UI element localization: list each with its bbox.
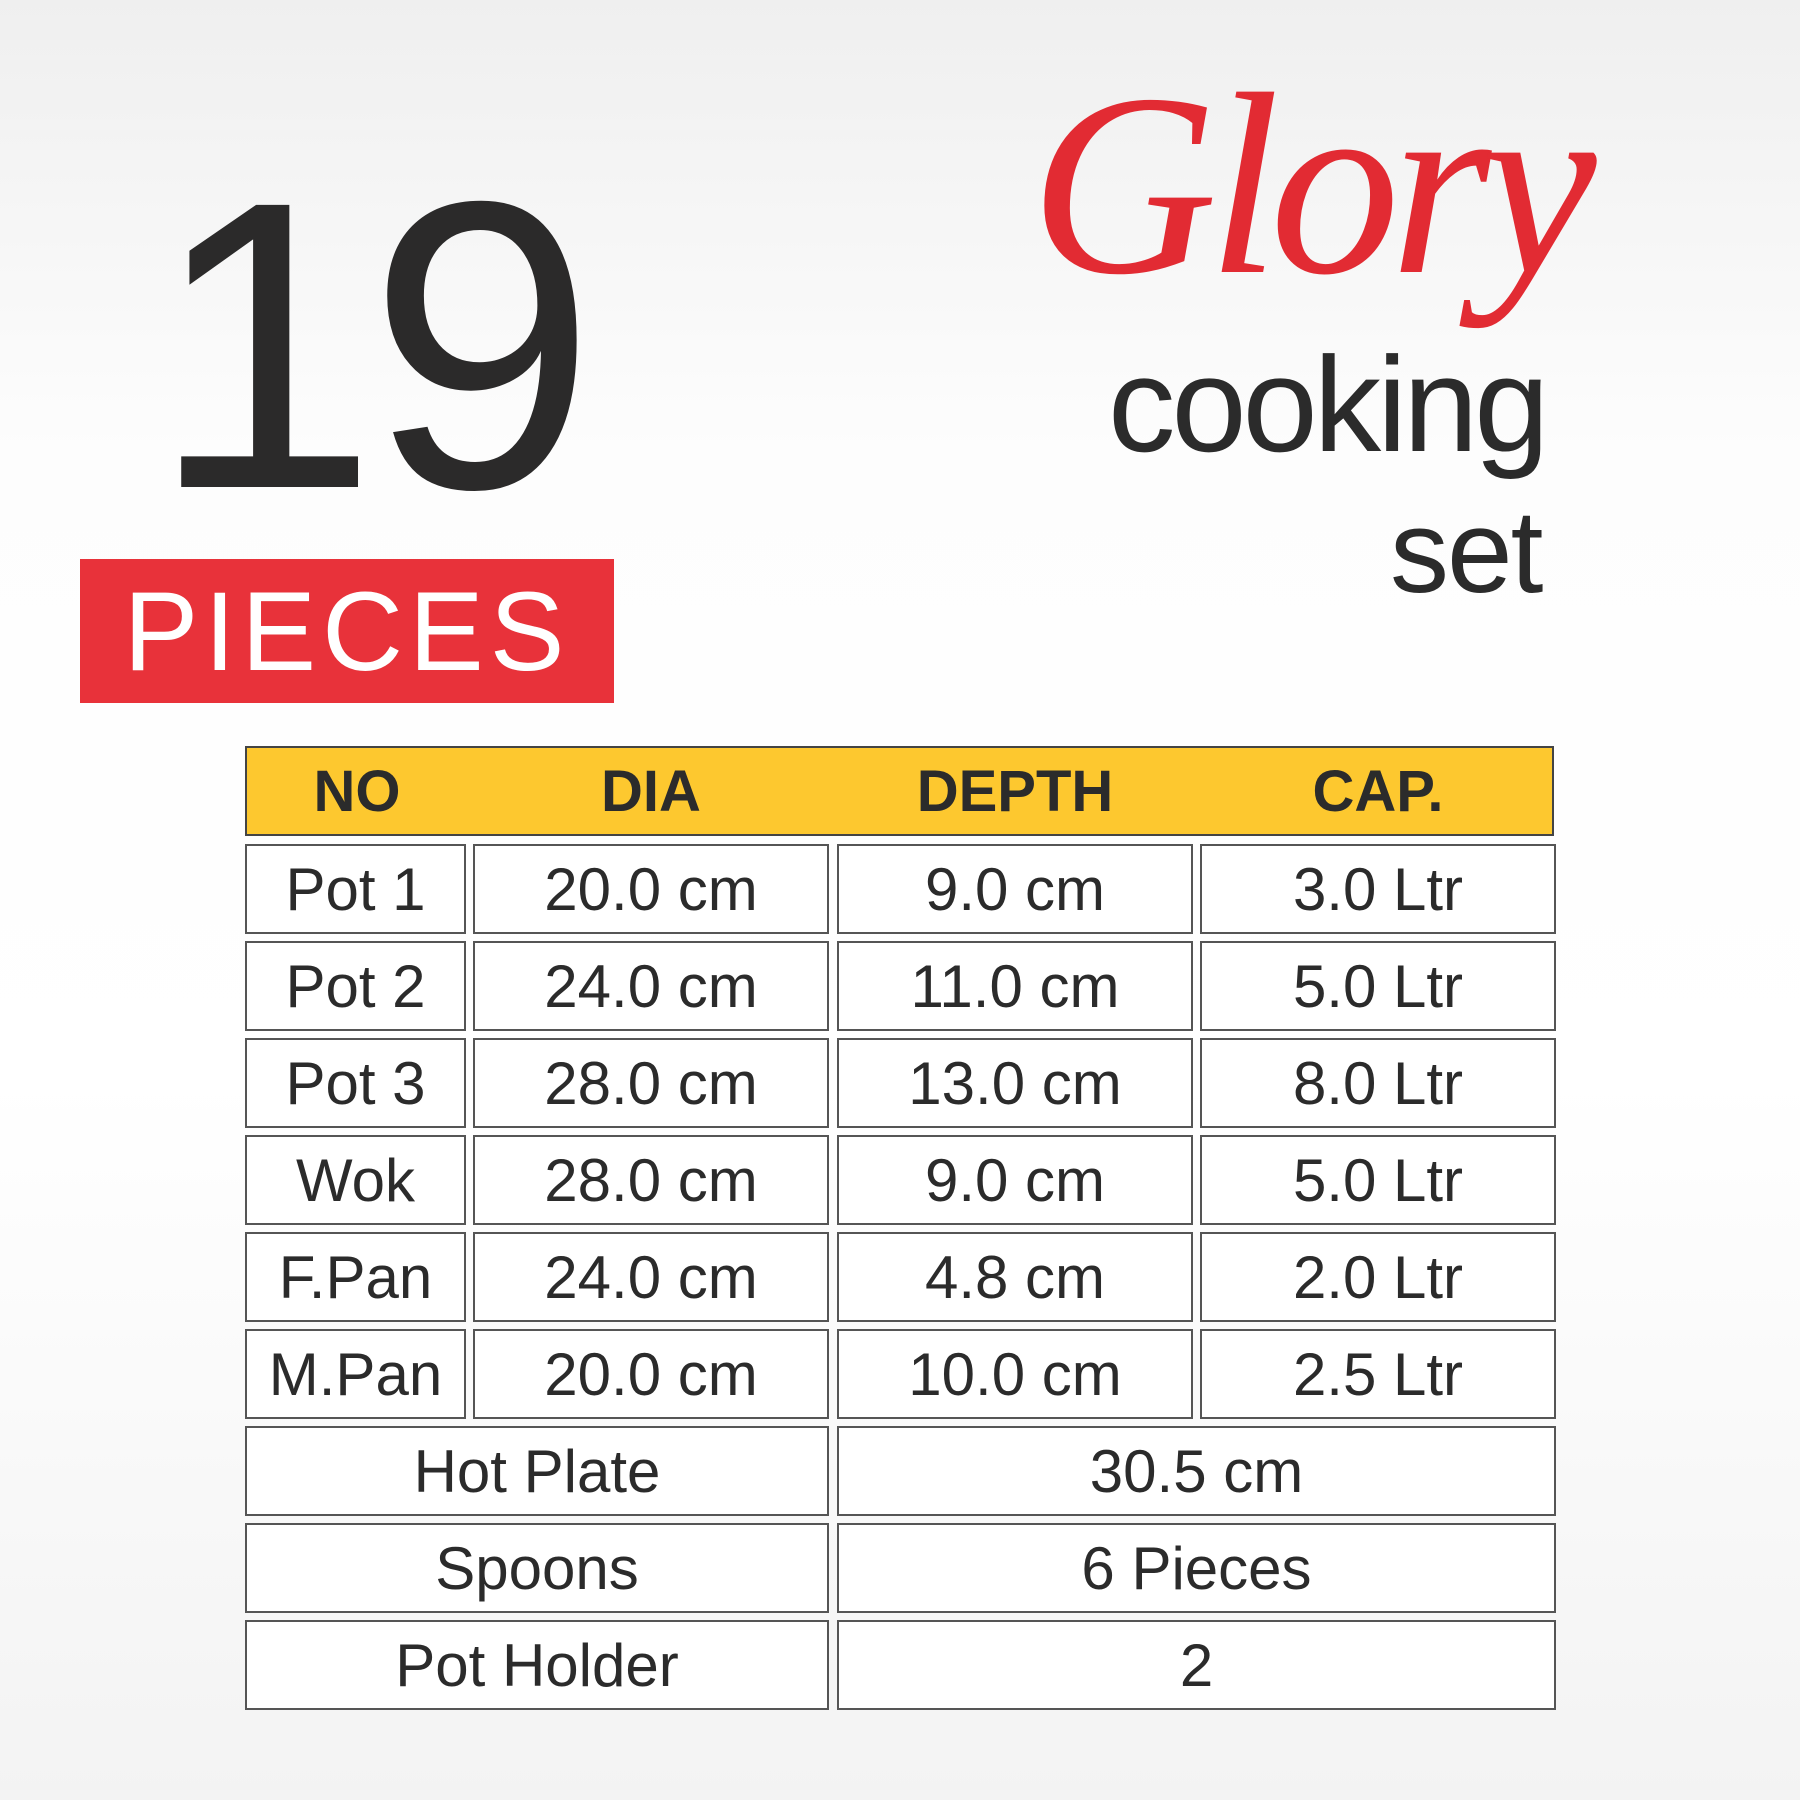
cell-dia: 24.0 cm	[473, 1232, 829, 1322]
cell-cap: 2.0 Ltr	[1200, 1232, 1556, 1322]
cell-item: Pot 3	[245, 1038, 466, 1128]
cell-cap: 5.0 Ltr	[1200, 1135, 1556, 1225]
header-no: NO	[313, 758, 401, 824]
header-cap: CAP.	[1312, 758, 1444, 824]
pieces-banner: PIECES	[80, 559, 614, 703]
cell-depth: 13.0 cm	[837, 1038, 1193, 1128]
brand-cooking: cooking	[1108, 329, 1549, 480]
cell-cap: 2.5 Ltr	[1200, 1329, 1556, 1419]
table-header: NO DIA DEPTH CAP.	[245, 746, 1554, 836]
cell-dia: 20.0 cm	[473, 1329, 829, 1419]
cell-depth: 11.0 cm	[837, 941, 1193, 1031]
cell-extra-value: 30.5 cm	[837, 1426, 1556, 1516]
header-depth: DEPTH	[916, 758, 1114, 824]
cell-cap: 5.0 Ltr	[1200, 941, 1556, 1031]
cell-extra-item: Hot Plate	[245, 1426, 829, 1516]
cell-item: Pot 1	[245, 844, 466, 934]
cell-dia: 28.0 cm	[473, 1038, 829, 1128]
cell-cap: 3.0 Ltr	[1200, 844, 1556, 934]
cell-dia: 20.0 cm	[473, 844, 829, 934]
cell-item: F.Pan	[245, 1232, 466, 1322]
cell-extra-item: Pot Holder	[245, 1620, 829, 1710]
cell-item: M.Pan	[245, 1329, 466, 1419]
cell-extra-item: Spoons	[245, 1523, 829, 1613]
header-dia: DIA	[601, 758, 701, 824]
cell-cap: 8.0 Ltr	[1200, 1038, 1556, 1128]
brand-script: Glory	[1030, 41, 1597, 329]
pieces-label: PIECES	[123, 568, 571, 694]
cell-depth: 10.0 cm	[837, 1329, 1193, 1419]
cell-extra-value: 6 Pieces	[837, 1523, 1556, 1613]
cell-item: Pot 2	[245, 941, 466, 1031]
piece-count: 19	[150, 116, 596, 574]
brand-logo: Glory cooking set	[1010, 50, 1750, 670]
cell-item: Wok	[245, 1135, 466, 1225]
cell-depth: 4.8 cm	[837, 1232, 1193, 1322]
brand-set: set	[1390, 486, 1543, 618]
cell-extra-value: 2	[837, 1620, 1556, 1710]
cell-dia: 28.0 cm	[473, 1135, 829, 1225]
cell-dia: 24.0 cm	[473, 941, 829, 1031]
cell-depth: 9.0 cm	[837, 1135, 1193, 1225]
cell-depth: 9.0 cm	[837, 844, 1193, 934]
